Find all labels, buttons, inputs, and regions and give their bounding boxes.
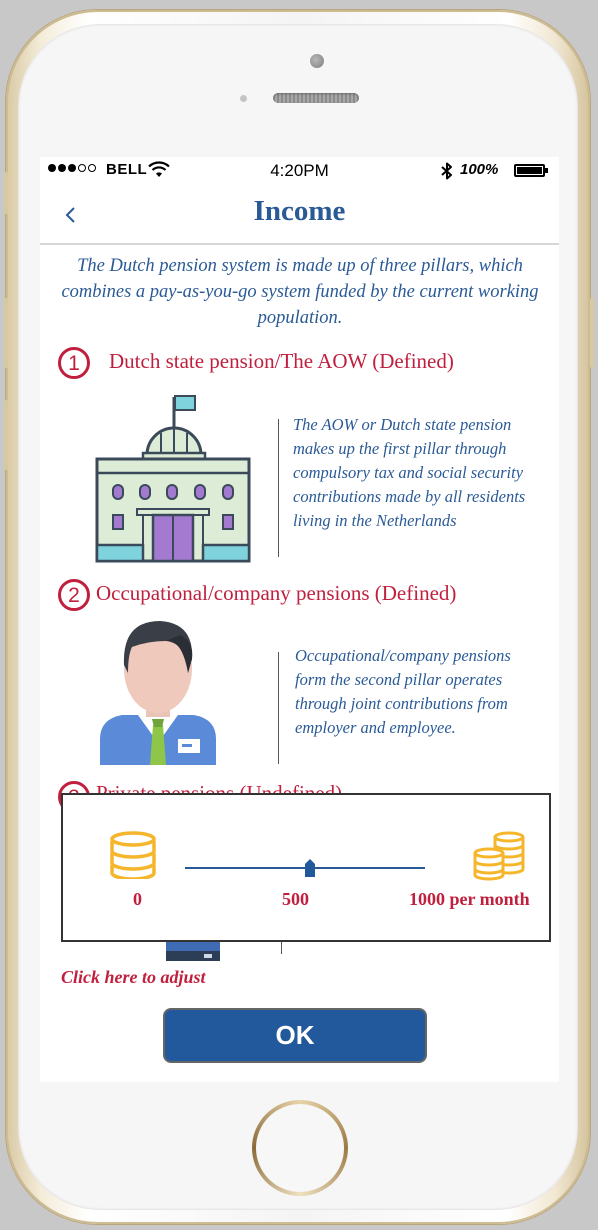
income-slider-thumb[interactable] (304, 858, 316, 878)
proximity-sensor (240, 95, 247, 102)
pillar-1-description: The AOW or Dutch state pension makes up … (293, 415, 526, 530)
pillar-1-title: Dutch state pension/The AOW (Defined) (109, 349, 454, 373)
signal-strength-icon (48, 164, 96, 172)
pillar-2-title: Occupational/company pensions (Defined) (96, 581, 457, 605)
battery-icon (514, 164, 548, 177)
navigation-bar: Income (40, 185, 559, 245)
pillar-2-number: 2 (58, 579, 90, 611)
slider-min-label: 0 (133, 889, 142, 909)
slider-max-label: 1000 per month (409, 889, 530, 909)
slider-mid-label: 500 (282, 889, 309, 909)
pillar-1-number: 1 (58, 347, 90, 379)
status-bar: BELL 4:20PM 100% (40, 157, 559, 185)
earpiece-speaker (273, 93, 359, 103)
pillar-3-divider (281, 942, 282, 954)
pillar-2-description: Occupational/company pensions form the s… (295, 646, 511, 737)
status-time: 4:20PM (270, 161, 329, 180)
screen: BELL 4:20PM 100% Income The Dutch pensio… (40, 157, 559, 1082)
page-title: Income (253, 195, 346, 227)
volume-down-button (4, 400, 8, 470)
carrier-name: BELL (106, 161, 148, 178)
battery-percentage: 100% (460, 161, 499, 178)
business-person-icon (100, 621, 216, 765)
ok-button[interactable]: OK (163, 1008, 427, 1063)
power-button (590, 298, 594, 368)
government-building-icon (95, 395, 251, 563)
income-slider-popup: 0 500 1000 per month (61, 793, 551, 942)
back-chevron-icon[interactable] (60, 203, 84, 227)
intro-text: The Dutch pension system is made up of t… (61, 256, 539, 328)
multiple-coin-stacks-icon (473, 831, 525, 881)
mute-switch (4, 172, 8, 214)
wifi-icon (148, 161, 170, 177)
pillar-1-divider (278, 419, 279, 557)
front-camera (310, 54, 324, 68)
bluetooth-icon (441, 162, 452, 180)
pillar-2-divider (278, 652, 279, 764)
home-button[interactable] (252, 1100, 348, 1196)
adjust-link[interactable]: Click here to adjust (61, 967, 206, 987)
single-coin-stack-icon (110, 831, 156, 879)
volume-up-button (4, 298, 8, 368)
